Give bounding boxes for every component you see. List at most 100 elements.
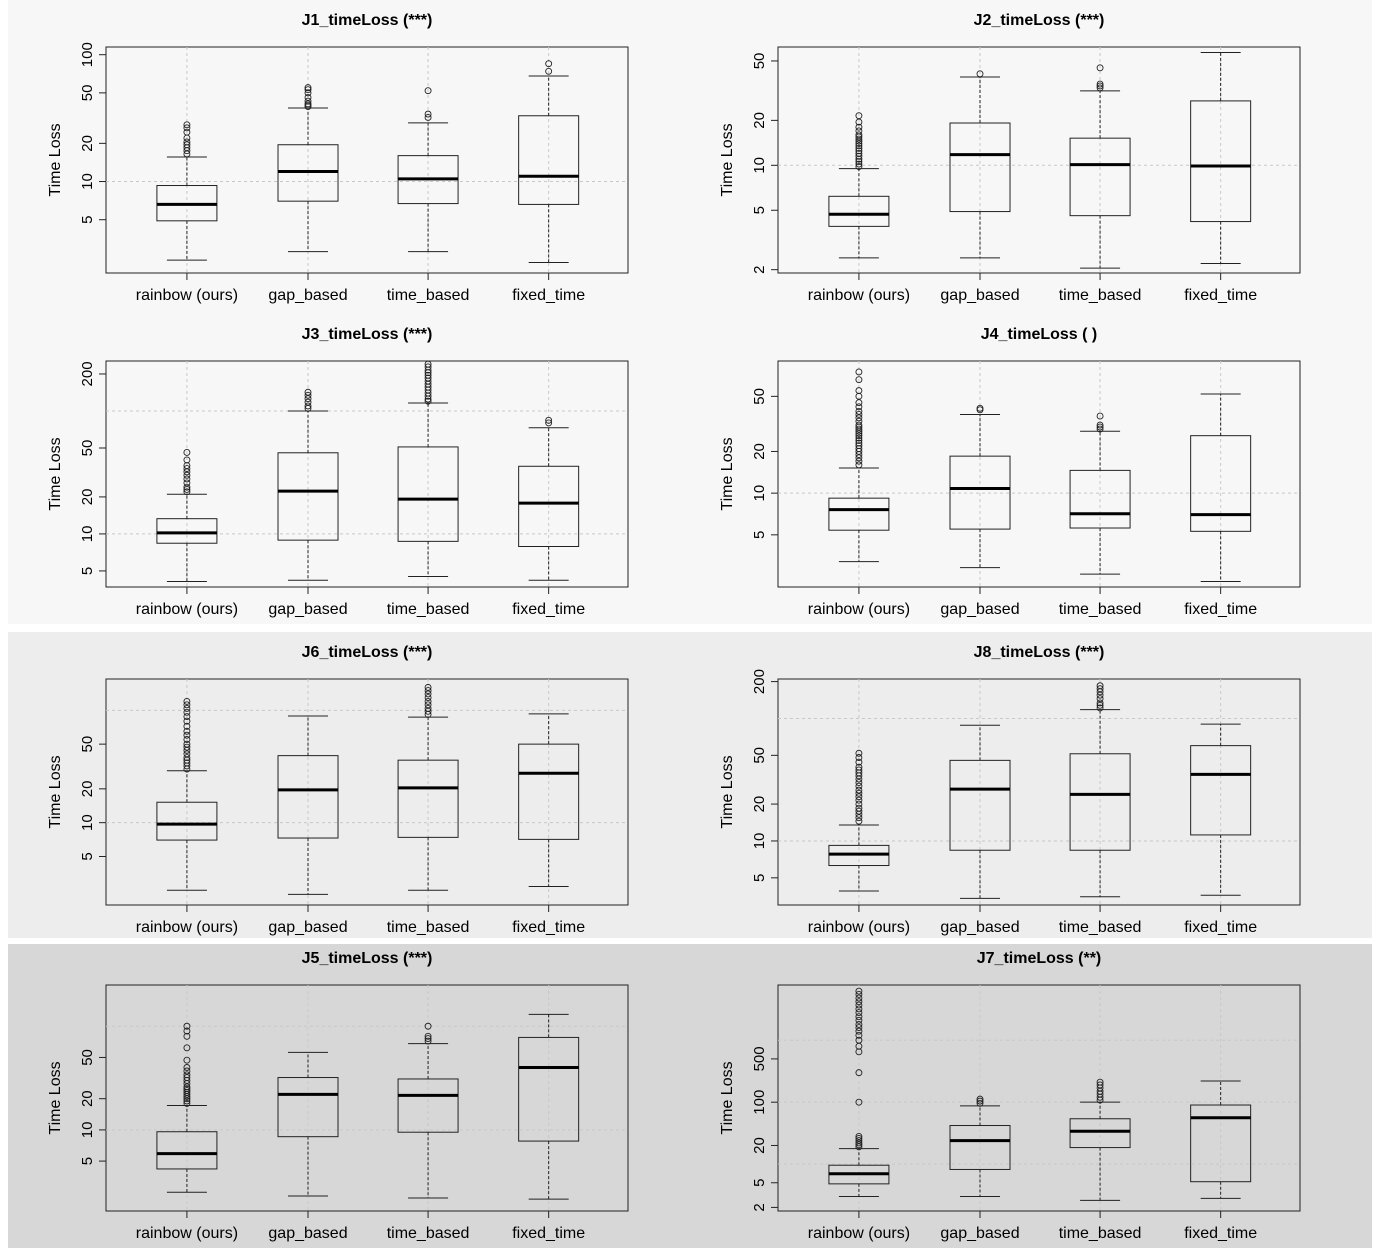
- outlier-point: [183, 141, 191, 149]
- outlier-point: [1096, 80, 1104, 88]
- box-2: [949, 70, 1011, 259]
- y-tick-label: 20: [79, 489, 96, 506]
- outlier-point: [183, 736, 191, 743]
- iqr-box: [1069, 469, 1131, 529]
- iqr-box: [277, 452, 339, 541]
- iqr-box: [518, 115, 580, 205]
- box-3: [397, 87, 459, 253]
- outlier-point: [183, 1022, 191, 1030]
- x-tick-label: fixed_time: [512, 919, 585, 936]
- outlier-point: [976, 1099, 984, 1107]
- outlier-point: [183, 1085, 191, 1093]
- x-tick-label: rainbow (ours): [808, 1225, 910, 1242]
- outlier-point: [304, 94, 312, 101]
- plot-frame: [777, 46, 1301, 274]
- outlier-point: [855, 407, 863, 415]
- outlier-point: [855, 990, 863, 998]
- box-4: [518, 60, 580, 263]
- box-1: [828, 112, 890, 259]
- y-tick-label: 200: [79, 361, 96, 386]
- outlier-point: [855, 135, 863, 143]
- outlier-point: [183, 708, 191, 716]
- outlier-point: [183, 1087, 191, 1094]
- outlier-point: [545, 60, 553, 68]
- plot-frame: [777, 678, 1301, 906]
- iqr-box: [156, 518, 218, 544]
- outlier-point: [855, 152, 863, 160]
- x-tick-label: gap_based: [940, 919, 1019, 936]
- outlier-point: [183, 465, 191, 473]
- outlier-point: [855, 425, 863, 433]
- outlier-point: [424, 87, 432, 95]
- y-tick-label: 10: [79, 814, 96, 831]
- chart-title: J1_timeLoss (***): [302, 12, 433, 29]
- band-top: [8, 0, 1372, 624]
- outlier-point: [424, 110, 432, 118]
- x-tick-label: gap_based: [268, 919, 347, 936]
- outlier-point: [183, 750, 191, 758]
- x-tick-label: fixed_time: [512, 1225, 585, 1242]
- box-2: [949, 404, 1011, 569]
- y-tick-label: 2: [751, 266, 768, 274]
- outlier-point: [1096, 64, 1104, 72]
- boxplot-panel-2: J2_timeLoss (***) Time Loss 2 5 10 20 50 rainbo…: [719, 12, 1301, 304]
- box-2: [277, 388, 339, 581]
- iqr-box: [518, 1036, 580, 1142]
- y-tick-label: 2: [751, 1203, 768, 1211]
- outlier-point: [855, 411, 863, 418]
- outlier-point: [424, 114, 432, 121]
- x-tick-label: rainbow (ours): [136, 1225, 238, 1242]
- outlier-point: [855, 142, 863, 150]
- box-1: [156, 697, 218, 891]
- outlier-point: [1096, 699, 1104, 707]
- box-2: [949, 724, 1011, 899]
- outlier-point: [183, 1056, 191, 1064]
- outlier-point: [855, 766, 863, 774]
- outlier-point: [1096, 704, 1104, 712]
- y-tick-label: 20: [751, 443, 768, 460]
- outlier-point: [1096, 682, 1104, 690]
- outlier-point: [1096, 82, 1104, 90]
- outlier-point: [855, 461, 863, 469]
- y-tick-label: 200: [751, 669, 768, 694]
- outlier-point: [855, 150, 863, 157]
- outlier-point: [855, 1036, 863, 1044]
- y-tick-label: 50: [79, 440, 96, 457]
- outlier-point: [855, 445, 863, 452]
- outlier-point: [855, 131, 863, 139]
- boxplot-panel-4: J4_timeLoss ( ) Time Loss 5 10 20 50 rainbow (…: [719, 326, 1301, 618]
- outlier-point: [304, 391, 312, 399]
- boxplot-panel-7: J5_timeLoss (***) Time Loss 5 10 20 50 rainbow…: [47, 950, 629, 1242]
- outlier-point: [304, 89, 312, 97]
- x-tick-label: time_based: [1059, 287, 1142, 304]
- outlier-point: [1096, 421, 1104, 429]
- x-tick-label: rainbow (ours): [808, 287, 910, 304]
- outlier-point: [545, 416, 553, 424]
- plot-frame: [105, 678, 629, 906]
- chart-title: J7_timeLoss (**): [977, 950, 1102, 967]
- box-3: [1069, 1078, 1131, 1201]
- iqr-box: [156, 801, 218, 841]
- y-axis-label: Time Loss: [719, 755, 736, 828]
- iqr-box: [828, 195, 890, 227]
- y-tick-label: 5: [79, 216, 96, 224]
- boxplot-panel-3: J3_timeLoss (***) Time Loss 5 10 20 50 200 rain…: [47, 326, 629, 618]
- outlier-point: [855, 1139, 863, 1147]
- outlier-point: [855, 432, 863, 440]
- y-tick-label: 5: [79, 1157, 96, 1165]
- iqr-box: [1069, 753, 1131, 851]
- outlier-point: [855, 758, 863, 766]
- x-tick-label: rainbow (ours): [136, 919, 238, 936]
- y-tick-label: 10: [751, 485, 768, 502]
- y-axis-label: Time Loss: [47, 755, 64, 828]
- x-tick-label: fixed_time: [1184, 601, 1257, 618]
- x-tick-label: gap_based: [268, 1225, 347, 1242]
- outlier-point: [855, 763, 863, 771]
- outlier-point: [304, 84, 312, 92]
- outlier-point: [855, 144, 863, 152]
- outlier-point: [855, 786, 863, 794]
- box-1: [156, 1022, 218, 1193]
- outlier-point: [855, 779, 863, 786]
- outlier-point: [183, 124, 191, 132]
- band-bottom: [8, 944, 1372, 1248]
